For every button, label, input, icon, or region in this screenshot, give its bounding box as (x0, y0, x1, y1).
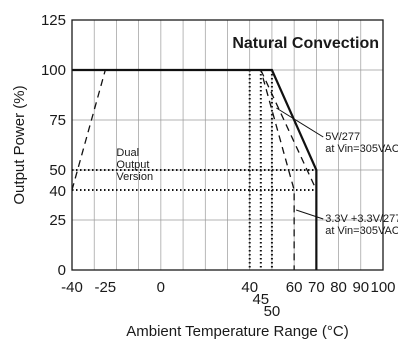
annotation-label: 3.3V +3.3V/277 at Vin=305VAC (325, 213, 398, 237)
x-tick-label: -25 (94, 279, 116, 296)
plot-frame (71, 19, 384, 271)
x-tick-label: 50 (264, 303, 281, 320)
x-tick-label: 100 (370, 279, 395, 296)
x-tick-label: 90 (352, 279, 369, 296)
x-tick-label: 40 (241, 279, 258, 296)
y-tick-label: 50 (49, 162, 66, 179)
x-tick-label: 0 (157, 279, 165, 296)
annotation-label: 5V/277 at Vin=305VAC (325, 131, 398, 155)
y-tick-label: 25 (49, 212, 66, 229)
x-tick-label: 45 (252, 291, 269, 308)
annotation-leader (295, 209, 324, 220)
natural-convection-label: Natural Convection (232, 35, 379, 52)
y-tick-label: 125 (41, 12, 66, 29)
annotation-label: Dual Output Version (116, 147, 153, 183)
x-tick-label: -40 (61, 279, 83, 296)
y-tick-label: 75 (49, 112, 66, 129)
x-tick-label: 60 (286, 279, 303, 296)
y-tick-label: 40 (49, 183, 66, 200)
x-tick-label: 70 (308, 279, 325, 296)
chart-series (71, 68, 318, 270)
x-axis-title: Ambient Temperature Range (°C) (126, 323, 349, 340)
y-tick-label: 100 (41, 62, 66, 79)
annotation-leader (276, 107, 324, 138)
x-tick-label: 80 (330, 279, 347, 296)
y-axis-title: Output Power (%) (11, 85, 28, 204)
y-tick-label: 0 (58, 262, 66, 279)
chart-annotations: Dual Output Version 5V/277 at Vin=305VAC 3.3V… (116, 107, 398, 237)
